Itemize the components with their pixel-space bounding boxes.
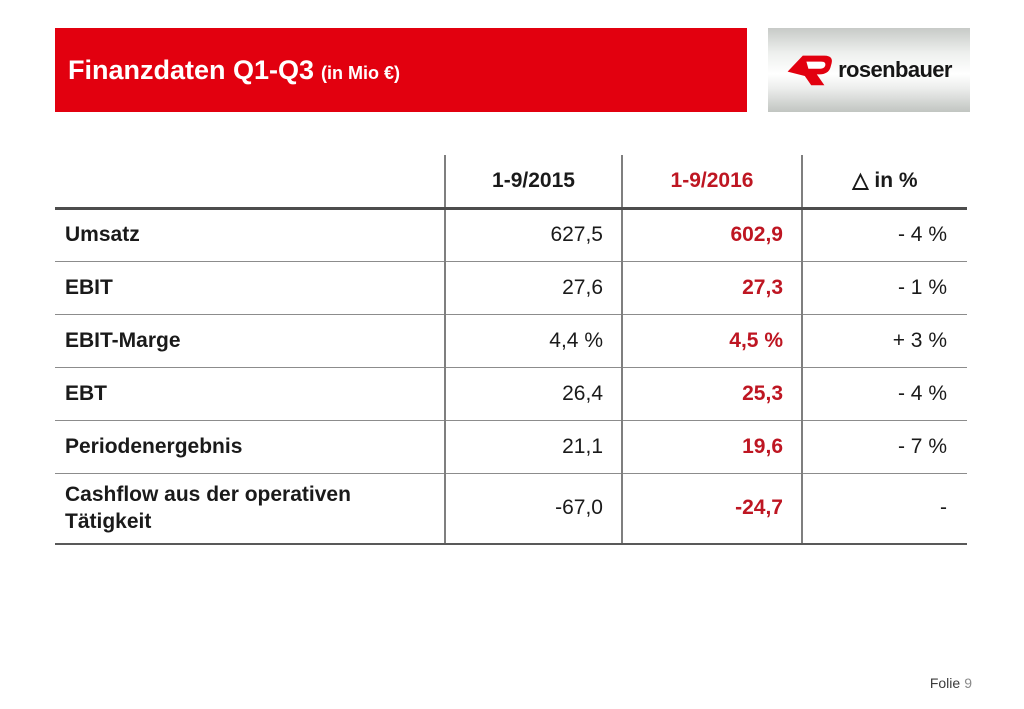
row-label: EBIT (55, 261, 445, 315)
value-2016: -24,7 (621, 473, 802, 545)
page-title: Finanzdaten Q1-Q3 (in Mio €) (68, 55, 400, 86)
value-2016: 25,3 (621, 367, 802, 421)
table-header-row: 1-9/2015 1-9/2016 △ in % (55, 155, 967, 210)
table-row: Periodenergebnis 21,1 19,6 - 7 % (55, 420, 967, 474)
value-2015: 21,1 (444, 420, 622, 474)
table-row: Cashflow aus der operativen Tätigkeit -6… (55, 473, 967, 545)
logo-wordmark: rosenbauer (838, 57, 952, 82)
value-2016: 602,9 (621, 208, 802, 262)
value-2015: 4,4 % (444, 314, 622, 368)
value-2015: 627,5 (444, 208, 622, 262)
row-label: EBT (55, 367, 445, 421)
value-delta: - 4 % (801, 367, 967, 421)
value-2016: 19,6 (621, 420, 802, 474)
column-header-delta: △ in % (801, 155, 967, 210)
value-2016: 4,5 % (621, 314, 802, 368)
value-delta: - 1 % (801, 261, 967, 315)
table-row: EBT 26,4 25,3 - 4 % (55, 367, 967, 421)
financial-table: 1-9/2015 1-9/2016 △ in % Umsatz 627,5 60… (55, 155, 967, 545)
value-delta: - 4 % (801, 208, 967, 262)
value-delta: - (801, 473, 967, 545)
column-header-2016: 1-9/2016 (621, 155, 802, 210)
footer-label: Folie (929, 675, 961, 691)
table-row: EBIT 27,6 27,3 - 1 % (55, 261, 967, 315)
title-bar: Finanzdaten Q1-Q3 (in Mio €) (55, 28, 747, 112)
column-header-2015: 1-9/2015 (444, 155, 622, 210)
page-title-unit: (in Mio €) (321, 62, 401, 83)
value-2015: -67,0 (444, 473, 622, 545)
column-header-empty (55, 155, 445, 210)
value-delta: + 3 % (801, 314, 967, 368)
company-logo: rosenbauer (768, 28, 970, 112)
rosenbauer-r-icon (787, 55, 833, 86)
table-row: EBIT-Marge 4,4 % 4,5 % + 3 % (55, 314, 967, 368)
value-2016: 27,3 (621, 261, 802, 315)
value-2015: 27,6 (444, 261, 622, 315)
row-label: EBIT-Marge (55, 314, 445, 368)
row-label: Periodenergebnis (55, 420, 445, 474)
page-title-text: Finanzdaten Q1-Q3 (68, 54, 315, 85)
value-2015: 26,4 (444, 367, 622, 421)
row-label: Umsatz (55, 208, 445, 262)
slide-footer: Folie 9 (930, 675, 972, 691)
row-label: Cashflow aus der operativen Tätigkeit (55, 473, 445, 545)
table-row: Umsatz 627,5 602,9 - 4 % (55, 208, 967, 262)
value-delta: - 7 % (801, 420, 967, 474)
page-number: 9 (964, 675, 972, 691)
